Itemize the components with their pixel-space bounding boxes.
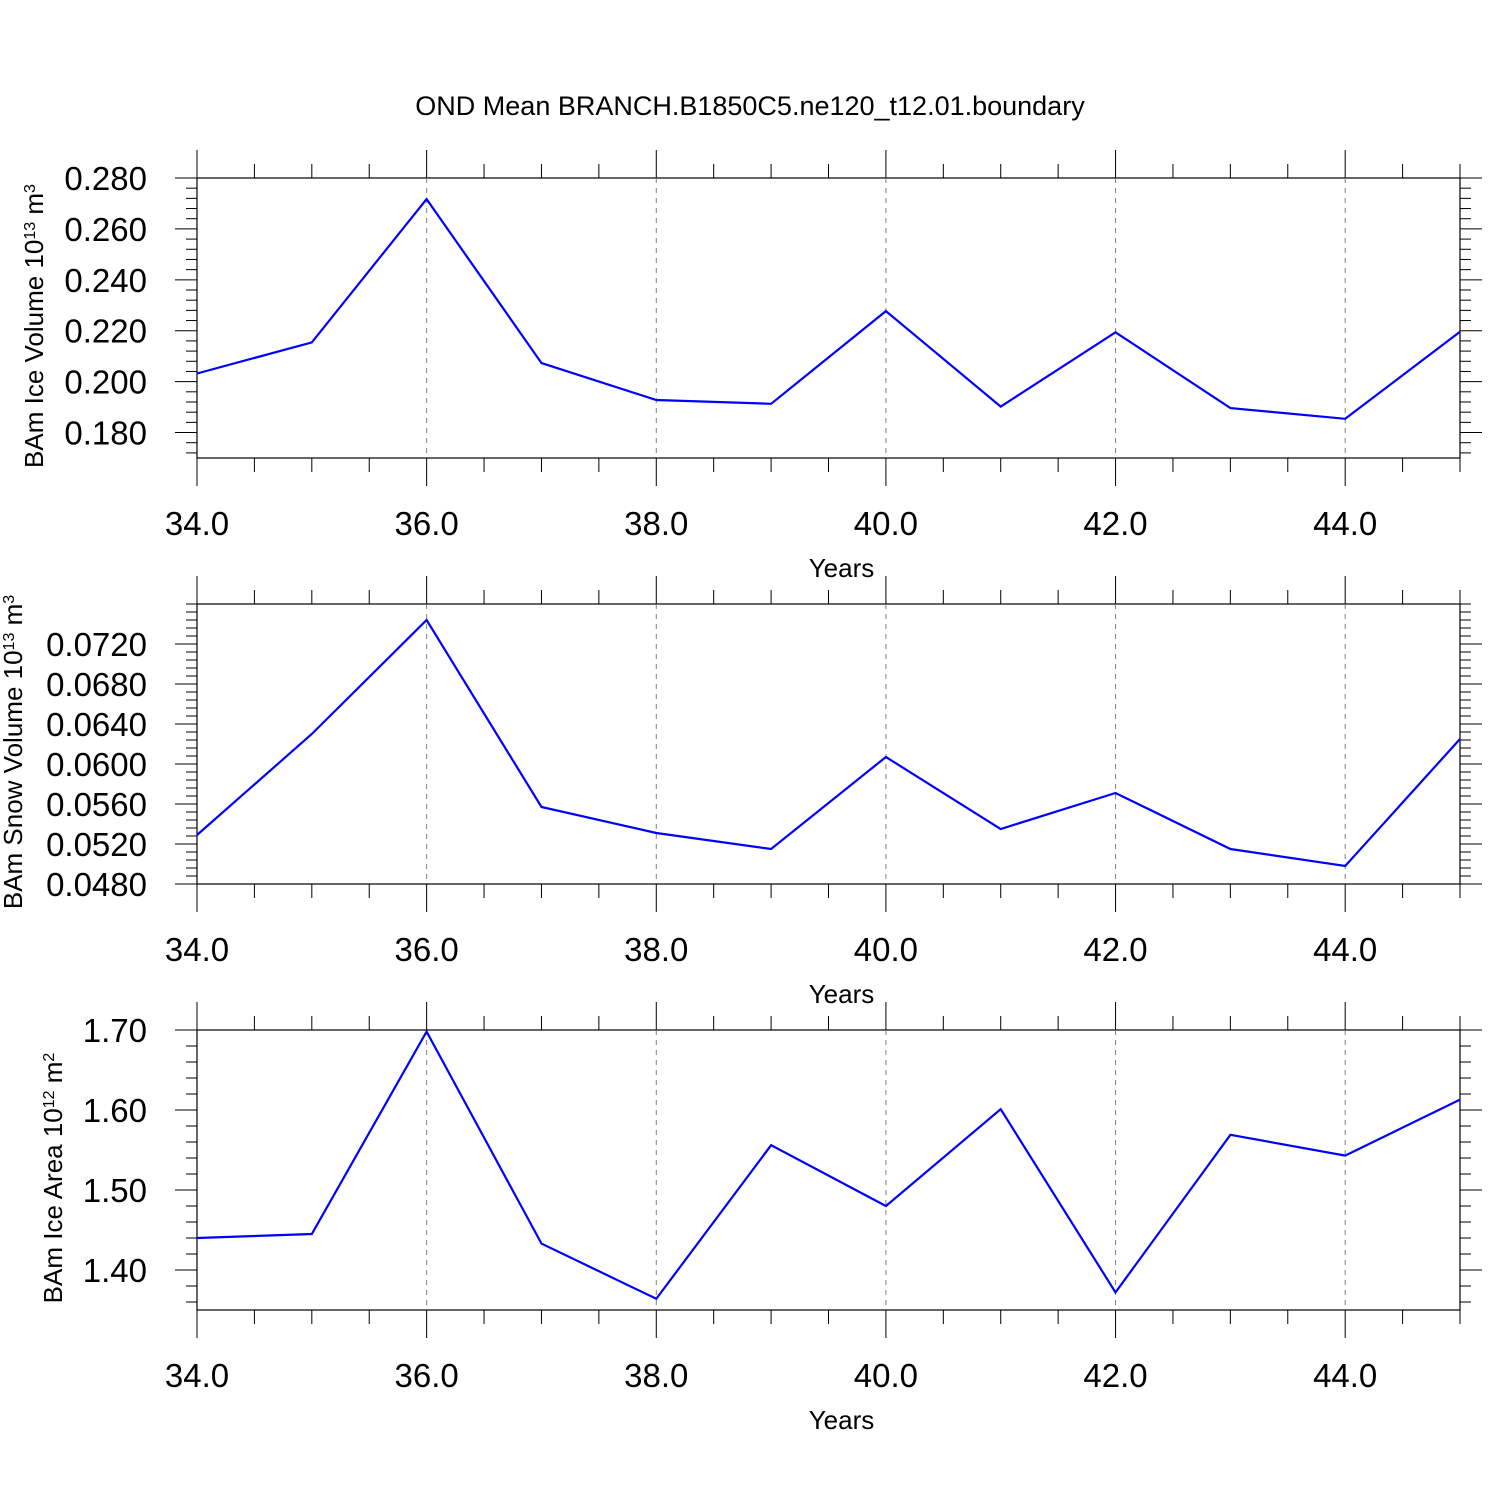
y-tick-label: 1.40 [83,1252,147,1289]
y-tick-label: 1.70 [83,1012,147,1049]
panel-2: 34.0 36.0 38.0 40.0 42.0 44.0 0.04800.05200.05… [0,576,1482,1009]
y-tick-label: 0.220 [64,313,147,350]
y-tick-label: 0.0480 [46,866,147,903]
y-axis-label: BAm Snow Volume 1013 m3 [0,595,28,909]
x-tick-label: 34.0 [165,1357,229,1394]
x-tick-label: 38.0 [624,505,688,542]
y-tick-label: 0.200 [64,364,147,401]
x-tick-label: 38.0 [624,931,688,968]
x-tick-label: 44.0 [1313,931,1377,968]
series-line [196,1029,1461,1301]
y-tick-label: 0.0560 [46,786,147,823]
y-tick-label: 1.50 [83,1172,147,1209]
x-tick-label: 34.0 [165,505,229,542]
x-tick-label: 36.0 [395,505,459,542]
x-tick-label: 36.0 [395,931,459,968]
x-tick-label: 40.0 [854,1357,918,1394]
y-tick-label: 0.260 [64,211,147,248]
x-tick-label: 44.0 [1313,505,1377,542]
x-tick-label: 42.0 [1083,1357,1147,1394]
series-line [196,618,1461,868]
x-tick-label: 36.0 [395,1357,459,1394]
y-tick-label: 0.0720 [46,626,147,663]
y-tick-label: 0.0600 [46,746,147,783]
x-tick-label: 40.0 [854,505,918,542]
panel-3: 34.0 36.0 38.0 40.0 42.0 44.0 1.40 1.50 1.60 1.70… [38,1002,1482,1435]
plot-frame [196,603,1461,885]
plot-frame [196,1029,1461,1311]
y-tick-label: 0.0680 [46,666,147,703]
y-tick-label: 0.180 [64,415,147,452]
x-tick-label: 42.0 [1083,931,1147,968]
y-tick-label: 0.0640 [46,706,147,743]
series-line [196,197,1461,420]
x-tick-label: 34.0 [165,931,229,968]
x-tick-label: 38.0 [624,1357,688,1394]
chart-title: OND Mean BRANCH.B1850C5.ne120_t12.01.bou… [415,91,1085,121]
x-tick-label: 42.0 [1083,505,1147,542]
x-tick-label: 40.0 [854,931,918,968]
y-tick-label: 0.280 [64,160,147,197]
y-axis-label: BAm Ice Area 1012 m2 [38,1053,68,1304]
x-axis-label: Years [809,1405,875,1435]
y-tick-label: 0.0520 [46,826,147,863]
y-axis-label: BAm Ice Volume 1013 m3 [19,184,49,468]
panel-1: 34.0 36.0 38.0 40.0 42.0 44.0 0.180 0.200 0.220 0… [19,150,1482,583]
x-axis-label: Years [809,553,875,583]
x-axis-label: Years [809,979,875,1009]
y-tick-label: 1.60 [83,1092,147,1129]
plot-frame [196,177,1461,459]
y-tick-label: 0.240 [64,262,147,299]
x-tick-label: 44.0 [1313,1357,1377,1394]
